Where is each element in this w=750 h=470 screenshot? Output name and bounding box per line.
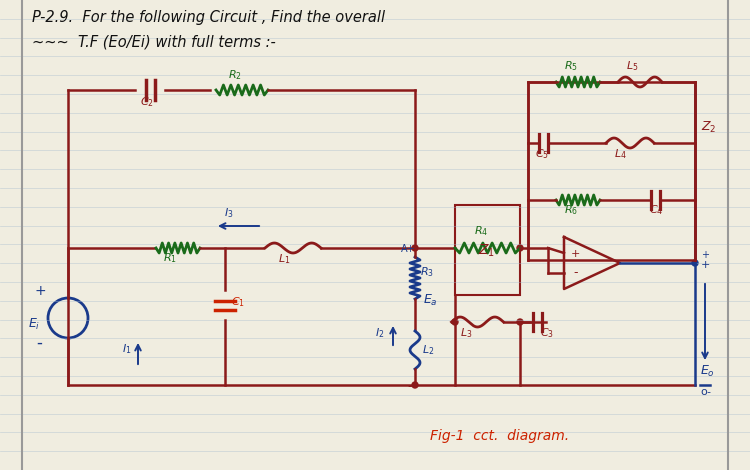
Text: $E_i$: $E_i$ xyxy=(28,317,40,332)
Text: +: + xyxy=(571,249,580,259)
Text: $C_2$: $C_2$ xyxy=(140,95,154,109)
Text: +: + xyxy=(701,260,710,270)
Text: $I_3$: $I_3$ xyxy=(224,206,233,220)
Text: Fig-1  cct.  diagram.: Fig-1 cct. diagram. xyxy=(430,429,569,443)
Text: $E_o$: $E_o$ xyxy=(700,364,715,379)
Text: o-: o- xyxy=(700,387,711,397)
Text: $Z_1$: $Z_1$ xyxy=(478,243,494,259)
Text: $L_4$: $L_4$ xyxy=(614,147,627,161)
Text: $R_2$: $R_2$ xyxy=(228,68,242,82)
Circle shape xyxy=(517,319,523,325)
Circle shape xyxy=(452,319,458,325)
Circle shape xyxy=(412,382,418,388)
Text: $E_a$: $E_a$ xyxy=(423,293,438,308)
Text: -: - xyxy=(573,266,578,279)
Text: $I_1$: $I_1$ xyxy=(122,342,131,356)
Text: +: + xyxy=(34,284,46,298)
Text: ~~~  T.F (Eo/Ei) with full terms :-: ~~~ T.F (Eo/Ei) with full terms :- xyxy=(32,34,276,49)
Text: $Z_2$: $Z_2$ xyxy=(701,120,716,135)
Text: +: + xyxy=(701,250,709,260)
Text: $R_4$: $R_4$ xyxy=(473,224,488,238)
Text: $C_5$: $C_5$ xyxy=(535,147,549,161)
Text: $R_5$: $R_5$ xyxy=(564,59,578,73)
Text: $L_1$: $L_1$ xyxy=(278,252,290,266)
Circle shape xyxy=(412,245,418,251)
Bar xyxy=(455,205,520,295)
Text: $I_2$: $I_2$ xyxy=(375,326,385,340)
Circle shape xyxy=(692,260,698,266)
Text: A+: A+ xyxy=(401,244,416,254)
Text: $L_2$: $L_2$ xyxy=(422,343,434,357)
Text: -: - xyxy=(36,334,42,352)
Circle shape xyxy=(517,245,523,251)
Text: P-2.9.  For the following Circuit , Find the overall: P-2.9. For the following Circuit , Find … xyxy=(32,10,386,25)
Text: $C_1$: $C_1$ xyxy=(231,295,245,309)
Text: $R_1$: $R_1$ xyxy=(163,251,177,265)
Text: $L_5$: $L_5$ xyxy=(626,59,638,73)
Text: $C_3$: $C_3$ xyxy=(541,326,554,340)
Text: $R_3$: $R_3$ xyxy=(420,265,434,279)
Text: $R_6$: $R_6$ xyxy=(564,203,578,217)
Text: $L_3$: $L_3$ xyxy=(460,326,472,340)
Text: $C_4$: $C_4$ xyxy=(649,203,663,217)
Text: -: - xyxy=(407,380,412,393)
